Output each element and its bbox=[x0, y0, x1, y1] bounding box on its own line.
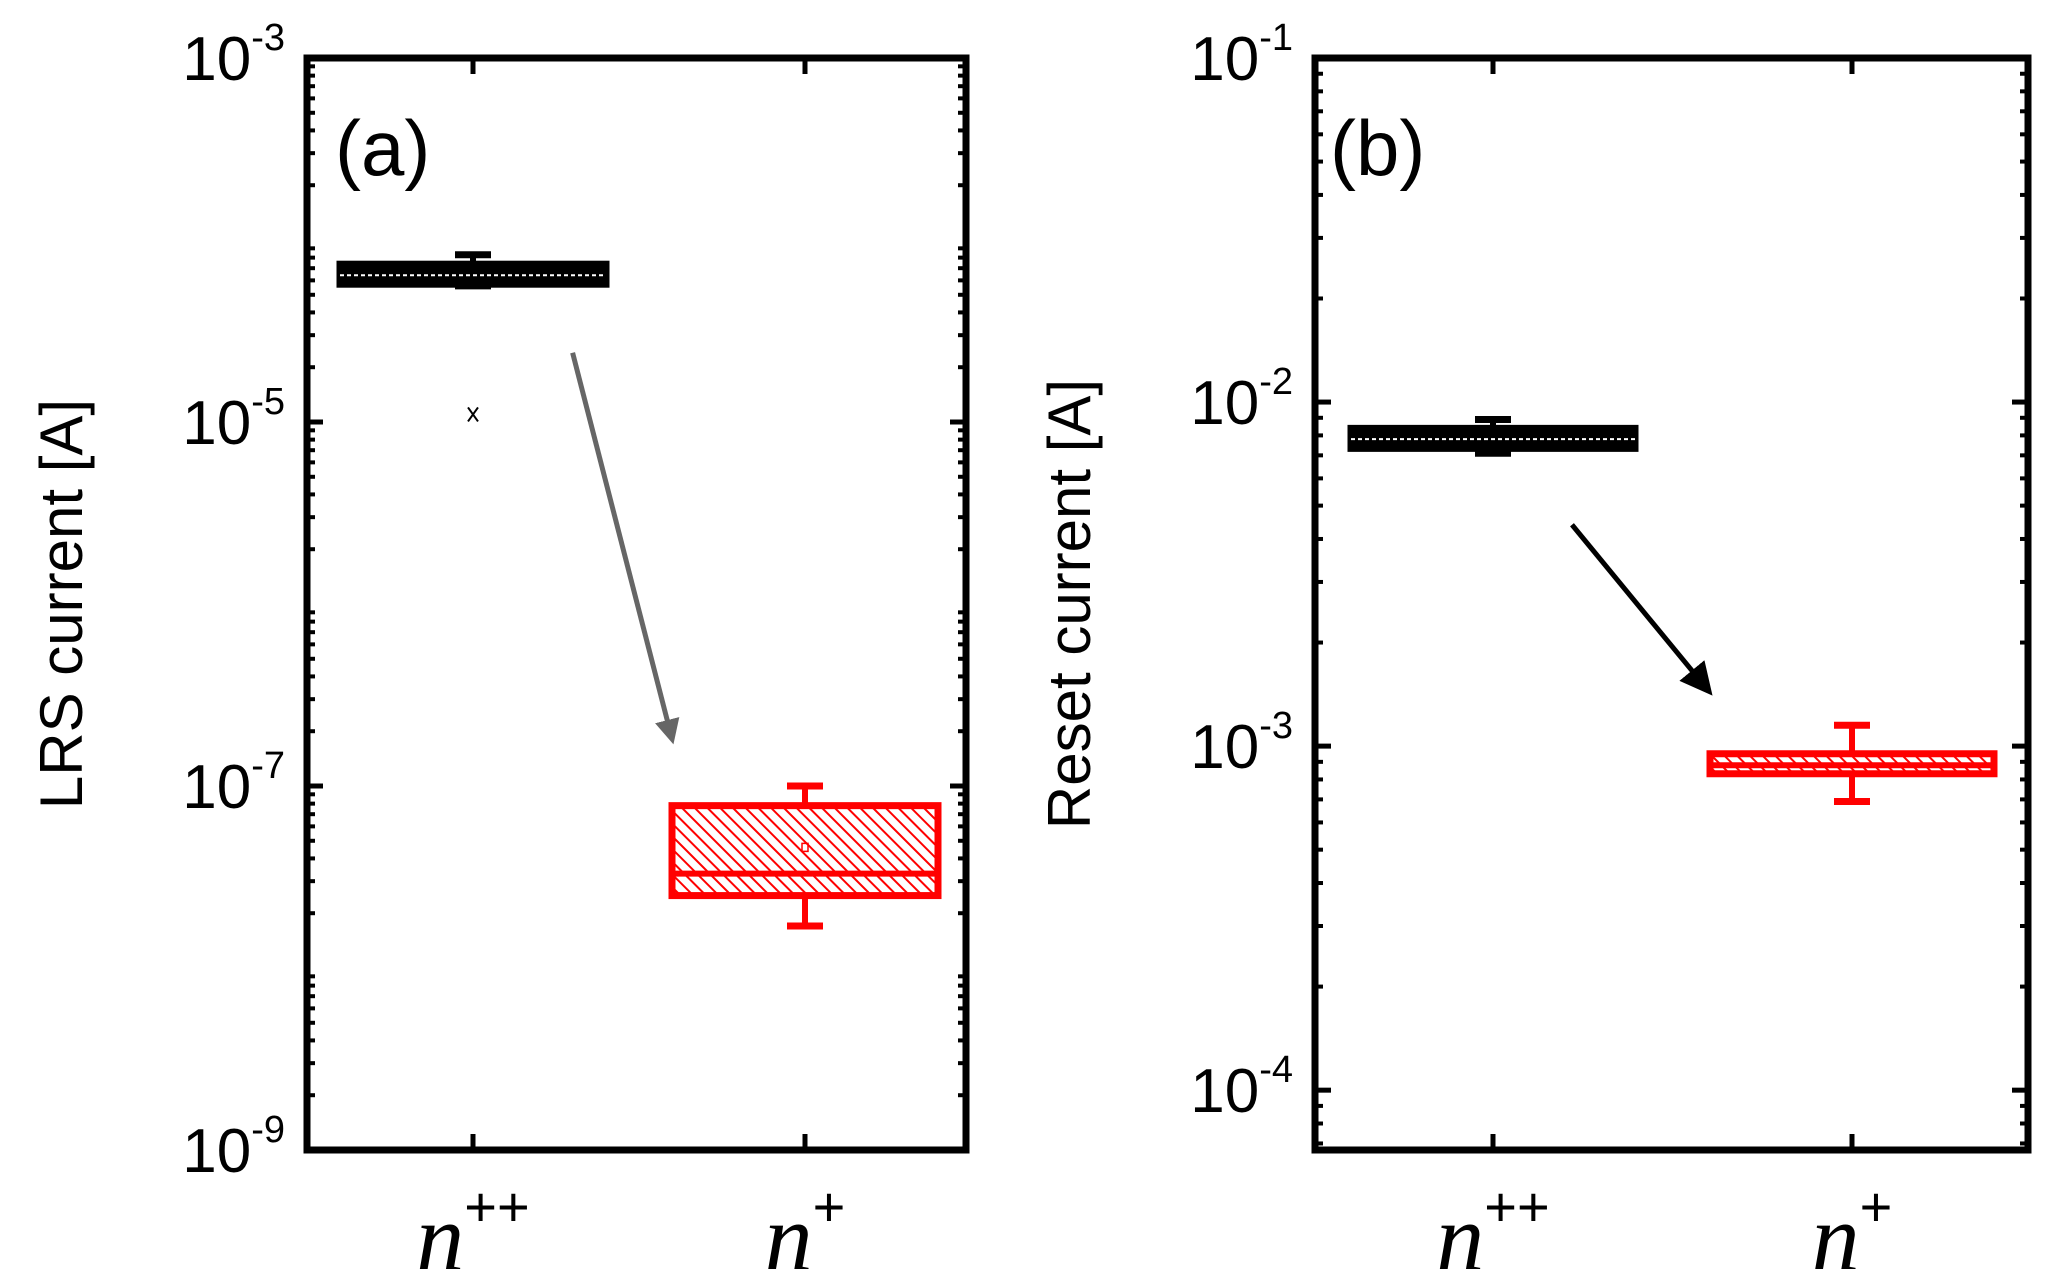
x-category-label: n+ bbox=[765, 1175, 846, 1269]
box-outlier bbox=[467, 406, 479, 423]
y-tick-label: 10-4 bbox=[1190, 1049, 1293, 1126]
y-axis-label: LRS current [A] bbox=[28, 399, 95, 809]
plot-frame bbox=[303, 54, 970, 1154]
y-axis-label: Reset current [A] bbox=[1036, 379, 1103, 829]
x-category-label: n++ bbox=[416, 1175, 529, 1269]
plot-frame bbox=[1311, 54, 2032, 1154]
y-tick-label: 10-1 bbox=[1190, 17, 1293, 94]
x-category-label: n+ bbox=[1812, 1175, 1893, 1269]
y-tick-label: 10-3 bbox=[1190, 705, 1293, 782]
box-body bbox=[336, 260, 610, 288]
box-mean-marker bbox=[801, 842, 809, 853]
chart-panel-a: 10-3 10-5 10-7 10-9 n++ n+ (a) LRS current [A] bbox=[28, 17, 970, 1269]
trend-arrow bbox=[1570, 523, 1713, 696]
trend-arrow bbox=[570, 352, 680, 745]
box-body bbox=[668, 802, 942, 900]
y-tick-label: 10-2 bbox=[1190, 361, 1293, 438]
panel-label: (a) bbox=[335, 104, 430, 192]
y-tick-label: 10-3 bbox=[182, 17, 285, 94]
panel-label: (b) bbox=[1330, 104, 1425, 192]
x-category-label: n++ bbox=[1436, 1175, 1549, 1269]
y-tick-label: 10-9 bbox=[182, 1109, 285, 1186]
y-tick-label: 10-5 bbox=[182, 381, 285, 458]
y-tick-label: 10-7 bbox=[182, 745, 285, 822]
chart-panel-b: 10-1 10-2 10-3 10-4 n++ n+ (b) Reset current [A… bbox=[1036, 17, 2032, 1269]
